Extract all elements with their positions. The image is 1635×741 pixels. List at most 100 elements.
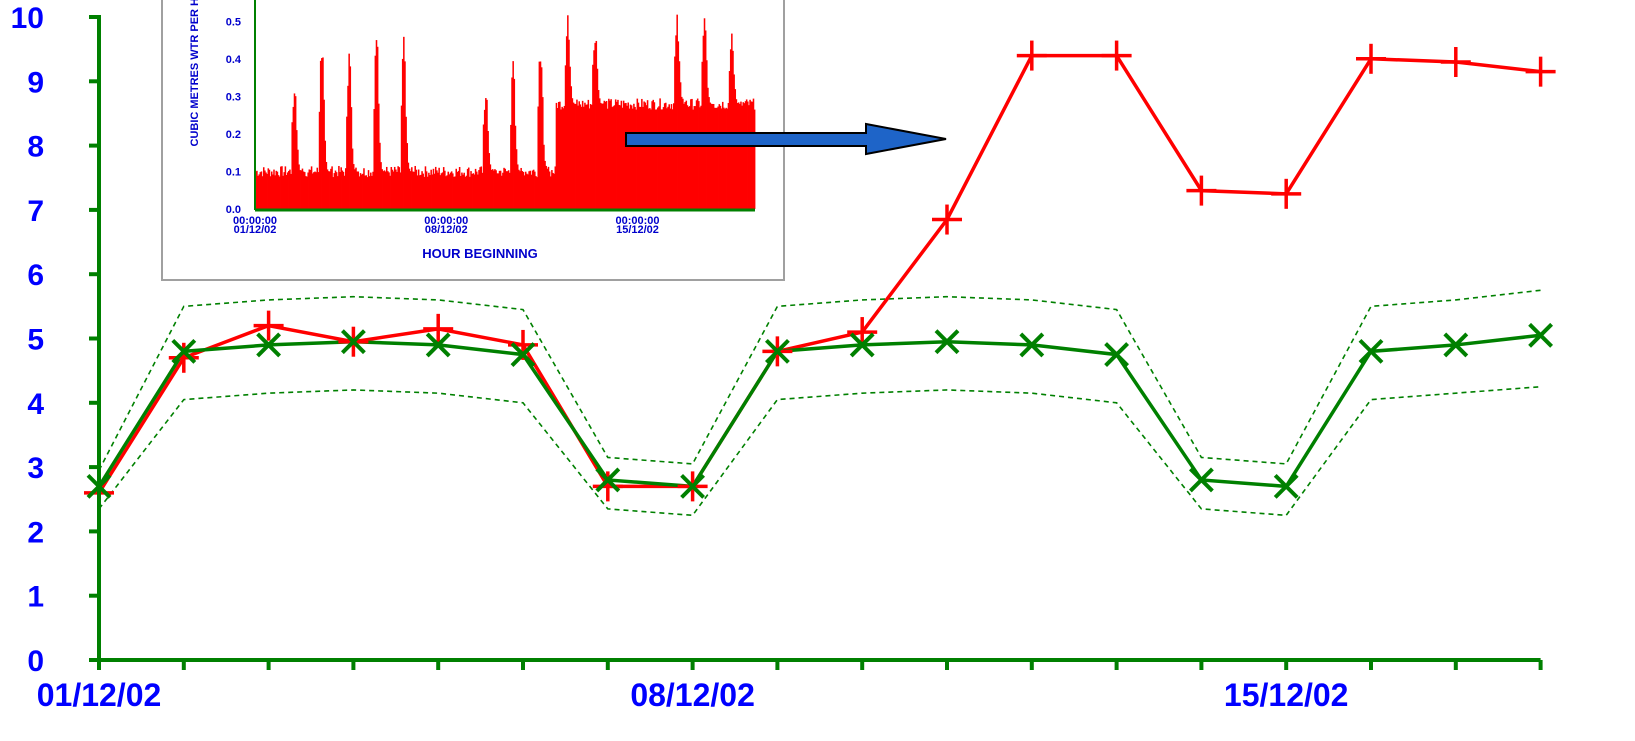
inset-bar bbox=[395, 169, 397, 209]
inset-bar bbox=[382, 171, 385, 209]
inset-bar bbox=[546, 168, 549, 209]
inset-bar bbox=[699, 107, 701, 209]
inset-bar bbox=[530, 174, 533, 209]
inset-bar bbox=[396, 171, 398, 209]
inset-bar bbox=[257, 175, 259, 209]
inset-axes bbox=[254, 0, 755, 212]
inset-bar bbox=[637, 102, 640, 209]
inset-bar bbox=[676, 14, 678, 210]
inset-bar bbox=[658, 106, 660, 209]
inset-bar bbox=[665, 102, 667, 209]
inset-bar bbox=[657, 107, 659, 209]
inset-bar bbox=[331, 166, 333, 209]
inset-bar bbox=[284, 166, 287, 209]
inset-bar bbox=[365, 175, 368, 209]
inset-bar bbox=[526, 173, 528, 209]
inset-bar bbox=[671, 109, 674, 209]
inset-bar bbox=[439, 175, 442, 209]
inset-bar bbox=[375, 40, 378, 209]
inset-bar bbox=[473, 174, 476, 209]
inset-bar bbox=[606, 108, 609, 209]
inset-bar bbox=[265, 172, 267, 209]
inset-bar bbox=[704, 30, 707, 209]
x-marker bbox=[1273, 473, 1299, 499]
inset-bar bbox=[551, 170, 553, 209]
inset-x-tick-time: 00:00:00 bbox=[233, 215, 277, 227]
inset-bar bbox=[597, 90, 600, 209]
inset-bar bbox=[355, 167, 357, 209]
inset-bar bbox=[739, 103, 741, 209]
y-tick-label: 6 bbox=[27, 259, 44, 292]
inset-bar bbox=[367, 170, 370, 209]
inset-bar bbox=[748, 105, 750, 209]
inset-y-tick-labels: 0.0 0.1 0.2 0.3 0.4 0.5 bbox=[226, 17, 242, 217]
inset-bar bbox=[314, 171, 316, 209]
inset-bar bbox=[333, 173, 336, 209]
inset-bar bbox=[723, 107, 725, 209]
inset-bar bbox=[498, 170, 501, 209]
inset-bar bbox=[750, 101, 752, 209]
inset-y-tick-label: 0.2 bbox=[226, 129, 241, 141]
inset-bar bbox=[264, 170, 266, 209]
inset-bar bbox=[449, 172, 452, 209]
inset-bar bbox=[366, 177, 369, 209]
inset-bar bbox=[567, 15, 569, 210]
inset-bar bbox=[391, 169, 394, 209]
inset-bar bbox=[327, 171, 330, 209]
x-marker bbox=[1188, 467, 1214, 493]
inset-bar bbox=[420, 174, 422, 209]
inset-bar bbox=[520, 167, 522, 209]
x-marker bbox=[510, 342, 536, 367]
inset-bar bbox=[659, 98, 661, 209]
inset-bar bbox=[469, 176, 471, 209]
confidence-band bbox=[98, 289, 1541, 517]
inset-bar bbox=[675, 35, 677, 209]
inset-bar bbox=[721, 101, 724, 209]
inset-bar bbox=[527, 174, 529, 209]
x-marker bbox=[425, 332, 451, 358]
inset-y-tick-label: 0.3 bbox=[226, 92, 241, 104]
inset-bar bbox=[387, 171, 389, 209]
inset-bar bbox=[601, 103, 603, 209]
inset-bar bbox=[703, 18, 706, 210]
inset-bar bbox=[634, 106, 636, 209]
inset-bar bbox=[736, 102, 739, 209]
inset-bar bbox=[281, 166, 283, 209]
plus-marker bbox=[1186, 175, 1217, 206]
inset-bar bbox=[605, 101, 608, 209]
inset-bar bbox=[424, 166, 427, 209]
inset-bar bbox=[536, 177, 538, 209]
inset-bar bbox=[300, 170, 303, 209]
inset-bar bbox=[373, 109, 375, 209]
inset-bar bbox=[426, 176, 429, 209]
inset-bar bbox=[575, 103, 577, 209]
inset-bar bbox=[499, 170, 502, 209]
inset-bar bbox=[534, 171, 536, 209]
y-tick-label: 2 bbox=[27, 516, 44, 549]
inset-bar bbox=[256, 170, 258, 209]
inset-bar bbox=[577, 105, 579, 209]
inset-bar bbox=[638, 106, 641, 209]
inset-bar bbox=[471, 173, 473, 209]
inset-x-tick-labels: 00:00:0001/12/0200:00:0008/12/0200:00:00… bbox=[233, 215, 660, 236]
inset-bar bbox=[472, 173, 475, 209]
inset-bar bbox=[511, 77, 513, 210]
inset-bar bbox=[694, 106, 697, 209]
inset-bar bbox=[278, 176, 281, 209]
inset-bar bbox=[576, 99, 578, 209]
inset-bar bbox=[422, 173, 424, 209]
inset-bar bbox=[596, 68, 599, 209]
y-tick-label: 10 bbox=[11, 2, 44, 35]
inset-bar bbox=[318, 111, 321, 209]
inset-bar bbox=[628, 108, 631, 209]
inset-bar bbox=[385, 166, 388, 209]
inset-bar bbox=[561, 106, 563, 209]
inset-bar bbox=[474, 168, 477, 209]
inset-bar bbox=[685, 100, 688, 209]
x-marker bbox=[1528, 322, 1554, 348]
x-tick-labels: 01/12/02 08/12/02 15/12/02 bbox=[37, 677, 1349, 713]
inset-bar bbox=[430, 169, 432, 209]
inset-x-axis-title: HOUR BEGINNING bbox=[422, 246, 538, 261]
inset-bar bbox=[485, 98, 487, 209]
inset-bar bbox=[719, 105, 722, 209]
